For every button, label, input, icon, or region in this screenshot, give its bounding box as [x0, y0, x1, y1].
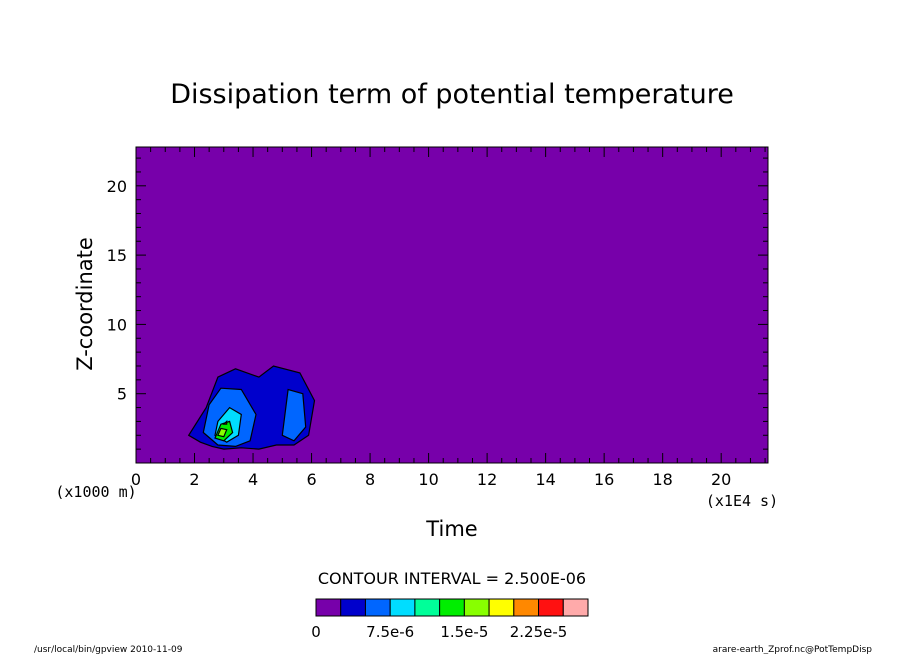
colorbar-swatch	[463, 598, 490, 617]
y-tick-label: 15	[107, 246, 127, 265]
y-tick-label: 10	[107, 315, 127, 334]
y-axis-unit: (x1000 m)	[55, 483, 136, 501]
contour-region-6	[222, 419, 228, 425]
x-tick-label: 16	[594, 470, 614, 489]
colorbar-swatch	[488, 598, 515, 617]
x-tick-label: 14	[535, 470, 555, 489]
y-axis-label: Z-coordinate	[73, 237, 97, 371]
colorbar-tick-label: 1.5e-5	[440, 623, 488, 641]
x-tick-label: 4	[248, 470, 258, 489]
y-tick-label: 5	[117, 385, 127, 404]
plot-frame	[135, 146, 769, 464]
x-tick-label: 2	[189, 470, 199, 489]
x-tick-label: 18	[652, 470, 672, 489]
chart-title: Dissipation term of potential temperatur…	[170, 79, 734, 110]
colorbar-swatch	[513, 598, 540, 617]
colorbar-swatch	[538, 598, 564, 617]
colorbar-swatch	[562, 598, 589, 617]
x-axis-label: Time	[425, 517, 477, 541]
x-tick-label: 0	[131, 470, 141, 489]
x-axis-unit: (x1E4 s)	[706, 492, 778, 510]
x-tick-label: 12	[477, 470, 497, 489]
colorbar-swatch	[364, 598, 391, 617]
colorbar-swatch	[439, 598, 465, 617]
colorbar-swatch	[414, 598, 441, 617]
contour-region-2	[281, 388, 307, 442]
contour-region-5	[217, 427, 228, 438]
footer-left: /usr/local/bin/gpview 2010-11-09	[34, 645, 183, 654]
x-tick-label: 20	[711, 470, 731, 489]
colorbar-swatch	[340, 598, 366, 617]
plot-area: 0 2 4 6 8 10 12 14 16 18 20 5 10 15 20	[107, 146, 769, 489]
colorbar-tick-label: 7.5e-6	[366, 623, 414, 641]
colorbar-tick-label: 0	[311, 623, 321, 641]
colorbar-tick-label: 2.25e-5	[510, 623, 568, 641]
colorbar: 0 7.5e-6 1.5e-5 2.25e-5	[311, 598, 589, 641]
x-tick-label: 10	[418, 470, 438, 489]
contour-interval-label: CONTOUR INTERVAL = 2.500E-06	[318, 569, 586, 588]
x-tick-label: 8	[365, 470, 375, 489]
footer-right: arare-earth_Zprof.nc@PotTempDisp	[713, 645, 873, 654]
x-tick-label: 6	[306, 470, 316, 489]
colorbar-swatch	[389, 598, 416, 617]
colorbar-swatch	[315, 598, 342, 617]
y-tick-label: 20	[107, 177, 127, 196]
